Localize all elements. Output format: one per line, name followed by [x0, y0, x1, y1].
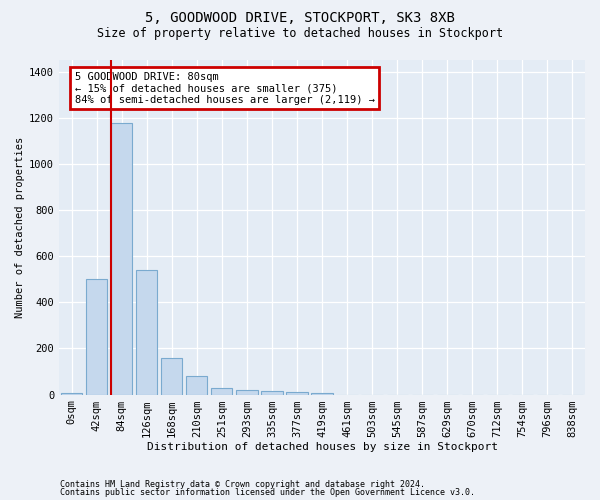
Text: Contains public sector information licensed under the Open Government Licence v3: Contains public sector information licen… — [60, 488, 475, 497]
Bar — [286, 392, 308, 394]
Text: Size of property relative to detached houses in Stockport: Size of property relative to detached ho… — [97, 28, 503, 40]
Text: 5 GOODWOOD DRIVE: 80sqm
← 15% of detached houses are smaller (375)
84% of semi-d: 5 GOODWOOD DRIVE: 80sqm ← 15% of detache… — [74, 72, 374, 104]
Bar — [261, 391, 283, 394]
Bar — [211, 388, 232, 394]
Text: Contains HM Land Registry data © Crown copyright and database right 2024.: Contains HM Land Registry data © Crown c… — [60, 480, 425, 489]
Bar — [161, 358, 182, 395]
Bar — [236, 390, 257, 394]
Bar — [111, 124, 132, 394]
Bar — [186, 376, 208, 394]
Bar — [136, 270, 157, 394]
Y-axis label: Number of detached properties: Number of detached properties — [15, 136, 25, 318]
Text: 5, GOODWOOD DRIVE, STOCKPORT, SK3 8XB: 5, GOODWOOD DRIVE, STOCKPORT, SK3 8XB — [145, 11, 455, 25]
X-axis label: Distribution of detached houses by size in Stockport: Distribution of detached houses by size … — [146, 442, 497, 452]
Bar — [86, 279, 107, 394]
